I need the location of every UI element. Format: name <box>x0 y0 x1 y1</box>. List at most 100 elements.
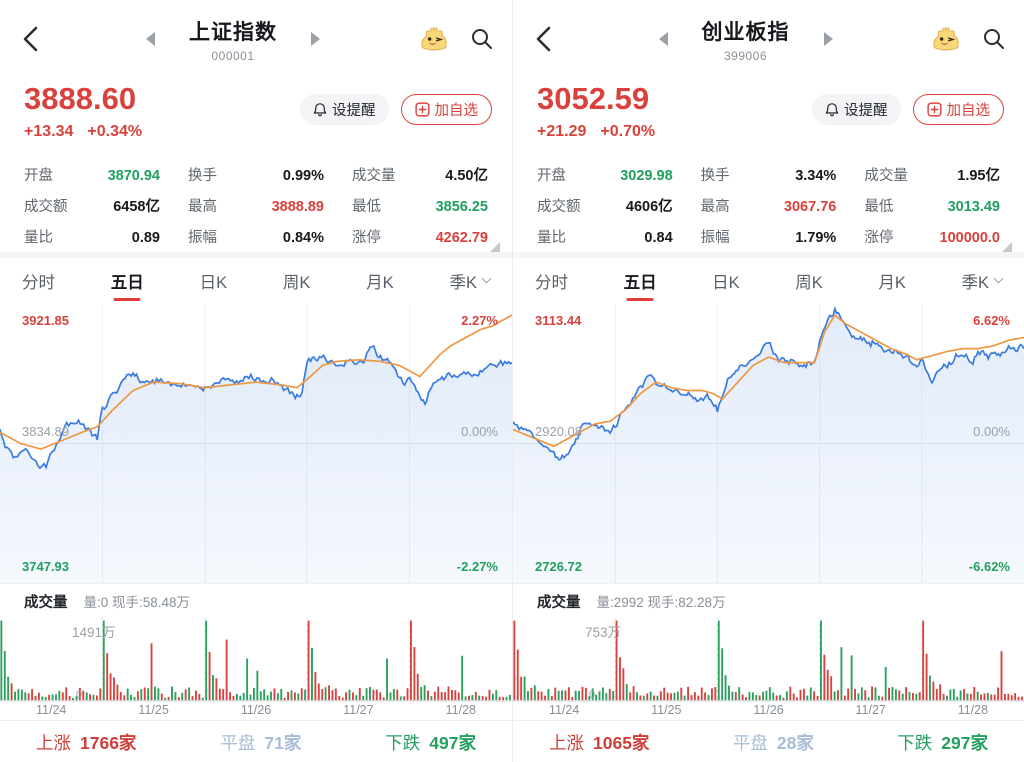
advancers-stat: 上涨 1065家 <box>549 730 649 755</box>
section-divider <box>513 252 1024 258</box>
index-price: 3888.60 <box>24 81 137 116</box>
tab-weekly-k[interactable]: 周K <box>795 258 823 304</box>
index-title-block: 创业板指 399006 <box>686 16 806 63</box>
date-tick: 11/24 <box>36 703 67 717</box>
stat-label: 最高 <box>700 199 730 215</box>
nav-icons <box>418 25 494 53</box>
volume-detail: 量:0 现手:58.48万 <box>83 595 191 610</box>
prev-index-arrow-icon[interactable] <box>658 32 668 46</box>
tab-daily-k[interactable]: 日K <box>200 258 228 304</box>
stat-label: 涨停 <box>864 230 894 246</box>
bell-icon <box>825 103 839 117</box>
mascot-icon[interactable] <box>930 25 962 53</box>
stat-value: 4606亿 <box>625 199 673 215</box>
add-watchlist-label: 加自选 <box>434 103 479 119</box>
set-alert-button[interactable]: 设提醒 <box>812 94 901 125</box>
search-icon[interactable] <box>470 27 494 51</box>
index-detail-screen-sse: 上证指数 000001 3888.60 +13.34 +0.34% <box>0 0 512 762</box>
unchanged-stat: 平盘 28家 <box>733 730 814 755</box>
stat-label: 量比 <box>537 230 566 246</box>
tab-five-day[interactable]: 五日 <box>111 258 144 304</box>
unchanged-stat: 平盘 71家 <box>220 730 301 755</box>
next-index-arrow-icon[interactable] <box>823 32 833 46</box>
back-button[interactable] <box>14 22 48 56</box>
unchanged-count: 71家 <box>264 733 302 753</box>
add-watchlist-button[interactable]: 加自选 <box>400 94 492 125</box>
chevron-down-icon <box>993 273 1004 284</box>
tab-minute[interactable]: 分时 <box>535 258 568 304</box>
mascot-icon[interactable] <box>418 25 450 53</box>
decliners-count: 497家 <box>429 733 476 753</box>
search-icon[interactable] <box>982 27 1006 51</box>
unchanged-label: 平盘 <box>732 733 768 753</box>
tab-monthly-k[interactable]: 月K <box>366 258 394 304</box>
tab-five-day[interactable]: 五日 <box>624 258 657 304</box>
stat-value: 3856.25 <box>435 199 488 215</box>
tab-quarterly-k[interactable]: 季K <box>961 258 1004 304</box>
tab-minute[interactable]: 分时 <box>22 258 55 304</box>
stat-value: 3067.76 <box>783 199 837 215</box>
stat-label: 量比 <box>24 230 53 246</box>
stat-value: 0.84 <box>644 230 673 246</box>
date-tick: 11/26 <box>240 703 272 717</box>
tab-label: 日K <box>199 274 228 292</box>
index-detail-screen-chinext: 创业板指 399006 3052.59 +21.29 +0.70% <box>512 0 1024 762</box>
index-price: 3052.59 <box>537 81 650 116</box>
stat-amount: 成交额 4606亿 <box>537 195 673 216</box>
hairline-divider <box>513 720 1024 721</box>
stat-value: 3870.94 <box>107 168 160 184</box>
volume-chart[interactable]: 1491万 0 <box>0 618 512 702</box>
tab-label: 周K <box>282 274 311 292</box>
advancers-stat: 上涨 1766家 <box>36 730 136 755</box>
tab-label: 季K <box>961 274 989 292</box>
stat-value: 3029.98 <box>620 168 673 184</box>
change-percent: +0.34% <box>87 123 143 141</box>
tab-quarterly-k[interactable]: 季K <box>449 258 492 304</box>
change-value: +21.29 <box>537 123 587 141</box>
stat-low: 最低 3856.25 <box>352 195 488 216</box>
stat-turnover-rate: 换手 0.99% <box>188 164 324 185</box>
quote-row: 3052.59 +21.29 +0.70% 设提醒 加自选 <box>513 78 1024 156</box>
set-alert-button[interactable]: 设提醒 <box>300 94 389 125</box>
expand-stats-handle[interactable] <box>1002 242 1012 252</box>
stat-low: 最低 3013.49 <box>864 195 1000 216</box>
date-tick: 11/27 <box>855 703 886 717</box>
add-watchlist-button[interactable]: 加自选 <box>912 94 1004 125</box>
date-tick: 11/28 <box>957 703 989 717</box>
back-chevron-icon <box>23 26 38 52</box>
advancers-count: 1766家 <box>80 733 137 753</box>
tab-daily-k[interactable]: 日K <box>712 258 740 304</box>
market-breadth-row: 上涨 1766家 平盘 71家 下跌 497家 <box>0 721 512 758</box>
date-tick: 11/28 <box>445 703 476 717</box>
expand-stats-handle[interactable] <box>490 242 500 252</box>
period-tabs: 分时 五日 日K 周K 月K 季K <box>0 258 512 304</box>
stat-label: 最低 <box>352 199 381 215</box>
unchanged-label: 平盘 <box>220 733 256 753</box>
prev-index-arrow-icon[interactable] <box>146 32 155 46</box>
quote-actions: 设提醒 加自选 <box>300 94 492 156</box>
stat-value: 3888.89 <box>271 199 324 215</box>
five-day-chart[interactable]: 3921.85 2.27% 3834.89 0.00% 3747.93 -2.2… <box>0 304 512 584</box>
stat-limit-up: 涨停 100000.0 <box>864 226 1000 247</box>
volume-chart[interactable]: 753万 0 <box>513 618 1024 702</box>
decliners-label: 下跌 <box>897 733 933 753</box>
decliners-count: 297家 <box>941 733 988 753</box>
date-tick: 11/25 <box>651 703 682 717</box>
tab-monthly-k[interactable]: 月K <box>878 258 906 304</box>
five-day-chart[interactable]: 3113.44 6.62% 2920.08 0.00% 2726.72 -6.6… <box>513 304 1024 584</box>
tab-weekly-k[interactable]: 周K <box>283 258 311 304</box>
unchanged-count: 28家 <box>776 733 814 753</box>
stat-value: 1.79% <box>795 230 837 246</box>
stat-label: 成交额 <box>24 199 68 215</box>
plus-box-icon <box>414 102 430 117</box>
back-button[interactable] <box>527 22 561 56</box>
period-tabs: 分时 五日 日K 周K 月K 季K <box>513 258 1024 304</box>
volume-header: 成交量 量:2992 现手:82.28万 <box>513 584 1024 618</box>
tab-label: 月K <box>878 274 906 292</box>
stat-limit-up: 涨停 4262.79 <box>352 226 488 247</box>
stat-volume: 成交量 1.95亿 <box>864 164 1000 185</box>
stat-amplitude: 振幅 1.79% <box>701 226 837 247</box>
next-index-arrow-icon[interactable] <box>311 32 320 46</box>
stat-label: 涨停 <box>352 230 381 246</box>
stat-label: 振幅 <box>188 230 217 246</box>
